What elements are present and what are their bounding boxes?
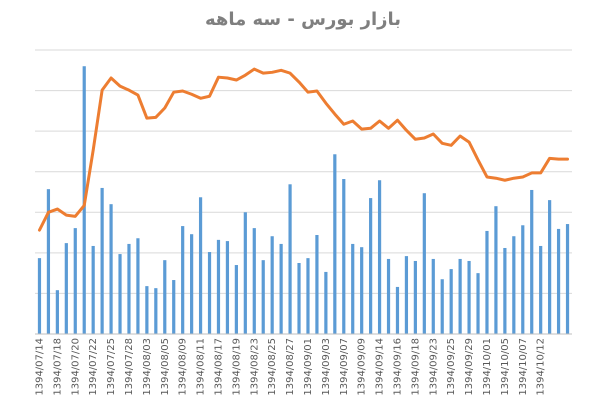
x-tick-label: 1394/09/03 <box>321 338 332 396</box>
bar <box>261 260 265 334</box>
x-tick-label: 1394/08/23 <box>249 338 260 396</box>
bar <box>207 252 212 334</box>
bar <box>225 241 230 334</box>
bar <box>548 200 552 334</box>
bar <box>306 258 310 334</box>
bar <box>539 245 543 334</box>
bar <box>485 230 489 334</box>
bar <box>351 243 355 334</box>
bar <box>37 258 42 334</box>
bar <box>467 260 471 334</box>
bar <box>422 193 426 334</box>
bar <box>521 225 525 334</box>
line <box>37 67 570 232</box>
bar <box>395 286 400 334</box>
x-tick-label: 1394/08/09 <box>178 338 189 396</box>
x-tick-label: 1394/10/01 <box>482 338 493 396</box>
bar <box>431 258 435 334</box>
x-tick-label: 1394/09/29 <box>464 338 475 396</box>
bar <box>73 228 77 334</box>
bar <box>369 198 373 334</box>
x-tick-label: 1394/08/03 <box>142 338 153 396</box>
bar <box>530 189 534 334</box>
x-tick-label: 1394/08/19 <box>231 338 242 396</box>
x-tick-label: 1394/10/07 <box>518 338 529 396</box>
x-tick-label: 1394/08/05 <box>160 338 171 396</box>
x-tick-label: 1394/09/16 <box>392 338 403 396</box>
bar <box>243 212 247 334</box>
bar <box>118 254 122 334</box>
bar <box>163 260 167 334</box>
bar <box>46 189 51 334</box>
x-tick-label: 1394/09/14 <box>375 338 386 396</box>
bar <box>404 256 409 334</box>
bar <box>556 228 561 334</box>
bar <box>190 234 194 334</box>
bar <box>136 238 140 334</box>
x-tick-label: 1394/08/25 <box>267 338 278 396</box>
bar <box>234 265 238 334</box>
bar <box>154 288 158 334</box>
bar <box>458 258 462 334</box>
x-tick-label: 1394/07/20 <box>70 338 81 396</box>
bar <box>181 226 185 334</box>
x-tick-label: 1394/09/18 <box>410 338 421 396</box>
bar <box>503 247 507 334</box>
x-tick-label: 1394/09/23 <box>428 338 439 396</box>
bar <box>91 245 95 334</box>
bar <box>386 258 391 334</box>
bar <box>440 279 444 334</box>
bar <box>252 228 256 334</box>
bar <box>127 243 131 334</box>
bar <box>315 235 319 334</box>
bar <box>494 206 498 334</box>
x-tick-label: 1394/08/27 <box>285 338 296 396</box>
bar <box>342 179 346 334</box>
x-tick-label: 1394/07/25 <box>106 338 117 396</box>
x-tick-label: 1394/07/22 <box>88 338 99 396</box>
x-tick-label: 1394/09/25 <box>446 338 457 396</box>
x-tick-label: 1394/07/18 <box>52 338 63 396</box>
x-tick-label: 1394/09/09 <box>357 338 368 396</box>
bar <box>288 184 292 334</box>
x-tick-label: 1394/10/12 <box>536 338 547 396</box>
bar <box>279 243 283 334</box>
x-tick-label: 1394/07/28 <box>124 338 135 396</box>
bar <box>333 154 337 334</box>
bar <box>216 239 221 334</box>
x-tick-label: 1394/09/01 <box>303 338 314 396</box>
x-tick-label: 1394/08/17 <box>213 338 224 396</box>
bar <box>55 290 59 334</box>
bar <box>449 269 453 334</box>
bar <box>512 236 516 334</box>
bar <box>64 243 68 334</box>
bar <box>413 260 417 334</box>
x-tick-label: 1394/07/14 <box>34 338 45 396</box>
bar <box>476 273 480 334</box>
bar <box>324 271 328 334</box>
bar <box>377 180 382 334</box>
x-tick-label: 1394/10/05 <box>500 338 511 396</box>
bar <box>270 236 274 334</box>
chart-title: بازار بورس - سه ماهه <box>205 9 401 30</box>
bar <box>145 286 149 334</box>
x-tick-label: 1394/08/11 <box>196 338 207 396</box>
bar <box>565 224 570 334</box>
bar <box>100 187 104 334</box>
bar <box>172 280 176 334</box>
x-tick-label: 1394/09/07 <box>339 338 350 396</box>
bar <box>109 204 113 334</box>
bar <box>360 247 364 334</box>
bar <box>198 197 203 334</box>
bar <box>297 263 301 334</box>
